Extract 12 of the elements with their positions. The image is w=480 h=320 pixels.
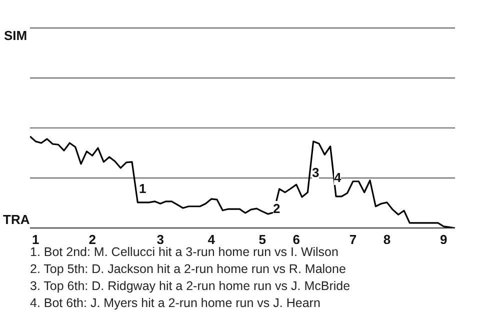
annotation: 2: [273, 201, 280, 216]
annotation: 1: [139, 181, 146, 196]
text: TRA: [3, 212, 30, 227]
annotation: 4: [334, 170, 342, 185]
x-tick-label: 8: [383, 232, 391, 248]
text: 3. Top 6th: D. Ridgway hit a 2-run home run vs J. McBride: [30, 278, 350, 295]
annotation: 3: [312, 165, 320, 180]
x-tick-label: 7: [349, 232, 357, 248]
text: SIM: [4, 28, 28, 43]
text: 4. Bot 6th: J. Myers hit a 2-run home run vs J. Hearn: [30, 295, 322, 312]
x-tick-label: 9: [440, 232, 448, 248]
text: 2. Top 5th: D. Jackson hit a 2-run home run vs R. Malone: [30, 261, 347, 278]
